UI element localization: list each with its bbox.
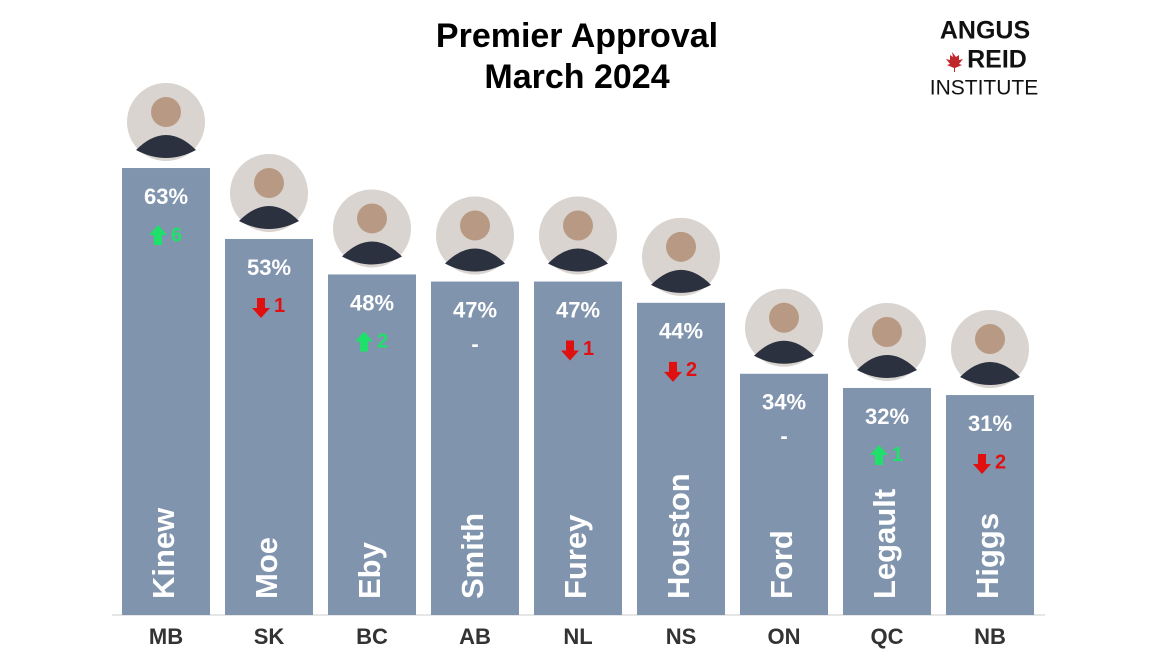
change-label: -: [471, 331, 478, 356]
change-arrow: [149, 225, 167, 246]
change-label: 1: [892, 444, 903, 466]
bar-name: Moe: [249, 537, 284, 599]
chart-subtitle: March 2024: [484, 58, 669, 96]
portrait-body: [857, 354, 917, 378]
logo-text: INSTITUTE: [930, 77, 1039, 100]
bar: [328, 274, 416, 615]
x-tick-label: NL: [563, 624, 592, 649]
portrait-head: [563, 210, 593, 241]
value-label: 47%: [453, 297, 497, 322]
change-label: 6: [171, 224, 182, 246]
value-label: 47%: [556, 297, 600, 322]
bar-name: Higgs: [970, 513, 1005, 599]
bar: [534, 281, 622, 615]
value-label: 34%: [762, 390, 806, 415]
change-label: 2: [995, 451, 1006, 473]
portrait-body: [239, 205, 299, 229]
bar-name: Houston: [661, 473, 696, 599]
bar: [431, 281, 519, 615]
bar: [122, 168, 210, 615]
bar-name: Ford: [764, 530, 799, 599]
logo-text: REID: [967, 46, 1027, 74]
bar: [225, 238, 313, 615]
change-label: 1: [274, 295, 285, 317]
change-label: -: [780, 424, 787, 449]
portrait-body: [445, 248, 505, 272]
x-tick-label: AB: [459, 624, 491, 649]
portrait-body: [960, 362, 1020, 386]
change-arrow: [252, 297, 270, 318]
portrait-head: [666, 231, 696, 262]
logo: ANGUS REID INSTITUTE: [930, 17, 1039, 100]
bar-name: Furey: [558, 514, 593, 599]
portrait-head: [357, 203, 387, 234]
value-label: 32%: [865, 404, 909, 429]
value-label: 44%: [659, 319, 703, 344]
bar: [843, 387, 931, 615]
portrait-head: [872, 316, 902, 347]
x-tick-label: BC: [356, 624, 388, 649]
value-label: 53%: [247, 255, 291, 280]
maple-leaf: [946, 52, 963, 72]
portrait-head: [254, 167, 284, 198]
change-label: 2: [686, 359, 697, 381]
bar-name: Smith: [455, 513, 490, 599]
bar-name: Eby: [352, 541, 387, 599]
x-tick-label: MB: [149, 624, 183, 649]
bar-name: Legault: [867, 489, 902, 599]
bar: [946, 395, 1034, 615]
x-tick-label: NB: [974, 624, 1006, 649]
value-label: 31%: [968, 411, 1012, 436]
portrait-head: [460, 210, 490, 241]
change-arrow: [870, 444, 888, 465]
portrait-head: [975, 324, 1005, 355]
x-tick-label: SK: [254, 624, 285, 649]
bar: [637, 302, 725, 615]
bar-name: Kinew: [146, 507, 181, 599]
portrait-body: [342, 241, 402, 265]
logo-text: ANGUS: [940, 17, 1030, 45]
portrait-body: [136, 135, 196, 159]
change-arrow: [355, 331, 373, 352]
change-arrow: [561, 340, 579, 361]
x-tick-label: NS: [666, 624, 697, 649]
value-label: 63%: [144, 184, 188, 209]
change-arrow: [664, 361, 682, 382]
bar: [740, 373, 828, 615]
value-label: 48%: [350, 290, 394, 315]
portrait-body: [651, 269, 711, 293]
x-tick-label: ON: [768, 624, 801, 649]
change-arrow: [973, 454, 991, 475]
x-tick-label: QC: [871, 624, 904, 649]
change-label: 1: [583, 338, 594, 360]
change-label: 2: [377, 331, 388, 353]
portrait-body: [548, 248, 608, 272]
portrait-head: [769, 302, 799, 333]
portrait-head: [151, 97, 181, 128]
chart-title: Premier Approval: [436, 17, 718, 55]
portrait-body: [754, 340, 814, 364]
